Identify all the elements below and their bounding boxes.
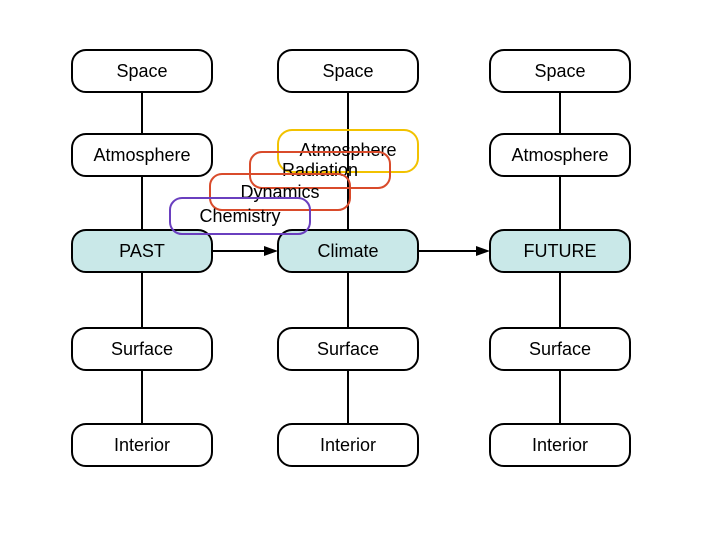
node-c1r3: Surface [278, 328, 418, 370]
node-c1r2: Climate [278, 230, 418, 272]
node-label: Atmosphere [511, 145, 608, 165]
node-label: Atmosphere [93, 145, 190, 165]
node-c0r2: PAST [72, 230, 212, 272]
node-c2r0: Space [490, 50, 630, 92]
node-label: Surface [529, 339, 591, 359]
overlay-label: Chemistry [199, 206, 280, 226]
arrow-head-icon [476, 246, 490, 256]
node-c0r4: Interior [72, 424, 212, 466]
node-c0r3: Surface [72, 328, 212, 370]
node-label: FUTURE [524, 241, 597, 261]
node-label: Climate [317, 241, 378, 261]
node-c2r3: Surface [490, 328, 630, 370]
overlay-ov_chem: Chemistry [170, 198, 310, 234]
node-label: Interior [320, 435, 376, 455]
node-c0r1: Atmosphere [72, 134, 212, 176]
diagram-svg: Space Space Space Atmosphere Atmosphere PAST C… [0, 0, 720, 540]
node-label: Space [322, 61, 373, 81]
node-c0r0: Space [72, 50, 212, 92]
node-c2r4: Interior [490, 424, 630, 466]
node-c2r1: Atmosphere [490, 134, 630, 176]
node-label: Interior [114, 435, 170, 455]
node-c1r4: Interior [278, 424, 418, 466]
arrow-head-icon [264, 246, 278, 256]
node-label: Surface [111, 339, 173, 359]
node-label: Space [116, 61, 167, 81]
node-label: Surface [317, 339, 379, 359]
node-c2r2: FUTURE [490, 230, 630, 272]
node-label: Interior [532, 435, 588, 455]
node-c1r0: Space [278, 50, 418, 92]
overlay-label: Atmosphere [299, 140, 396, 160]
node-label: Space [534, 61, 585, 81]
node-label: PAST [119, 241, 165, 261]
